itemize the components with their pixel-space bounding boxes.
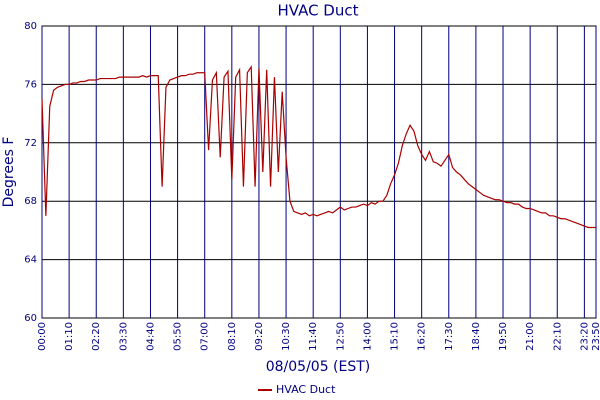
x-tick-label: 16:20 — [417, 322, 428, 351]
x-tick-label: 02:20 — [91, 322, 102, 351]
x-tick-label: 23:50 — [591, 322, 600, 351]
x-tick-label: 01:10 — [64, 322, 75, 351]
y-axis-label: Degrees F — [1, 137, 17, 208]
data-line — [41, 64, 596, 229]
x-axis-label: 08/05/05 (EST) — [266, 359, 371, 375]
x-tick-label: 04:40 — [145, 322, 156, 351]
x-tick-label: 09:20 — [254, 322, 265, 351]
x-tick-label: 00:00 — [37, 322, 48, 351]
x-tick-label: 22:10 — [552, 322, 563, 351]
x-tick-label: 08:10 — [227, 322, 238, 351]
x-tick-label: 07:00 — [200, 322, 211, 351]
x-tick-label: 05:50 — [173, 322, 184, 351]
y-tick-label: 60 — [24, 313, 37, 324]
x-tick-label: 18:40 — [471, 322, 482, 351]
x-tick-label: 23:20 — [579, 322, 590, 351]
x-tick-label: 15:10 — [390, 322, 401, 351]
x-tick-label: 12:50 — [335, 322, 346, 351]
x-tick-label: 10:30 — [281, 322, 292, 351]
x-tick-label: 19:50 — [498, 322, 509, 351]
y-tick-label: 68 — [24, 196, 37, 207]
x-tick-label: 21:00 — [525, 322, 536, 351]
x-tick-label: 11:40 — [308, 322, 319, 351]
y-tick-label: 72 — [24, 138, 37, 149]
y-tick-label: 80 — [24, 21, 37, 32]
legend-label: HVAC Duct — [276, 383, 336, 396]
y-tick-label: 64 — [24, 255, 37, 266]
chart-title: HVAC Duct — [277, 2, 358, 20]
x-tick-label: 17:30 — [444, 322, 455, 351]
x-tick-label: 14:00 — [362, 322, 373, 351]
y-tick-label: 76 — [24, 79, 37, 90]
plot-area — [41, 25, 597, 319]
x-tick-label: 03:30 — [118, 322, 129, 351]
